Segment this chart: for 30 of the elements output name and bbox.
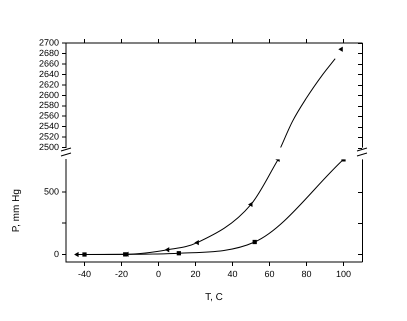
x-tick-label: -20 — [114, 268, 128, 279]
y-tick-label: 0 — [54, 248, 59, 259]
point — [252, 240, 257, 244]
y-axis-title: P, mm Hg — [10, 189, 22, 232]
point — [248, 202, 252, 208]
x-tick-label: 40 — [227, 268, 238, 279]
y-tick-label: 500 — [44, 186, 59, 196]
x-tick-label: -40 — [78, 268, 92, 279]
x-tick-label: 0 — [156, 268, 162, 279]
y-tick-label: 2620 — [38, 79, 59, 90]
y-tick-label: 2640 — [38, 68, 59, 79]
y-tick-label: 2500 — [38, 142, 59, 152]
y-tick-label: 2680 — [38, 48, 59, 58]
point — [74, 252, 79, 258]
x-tick-label: 20 — [190, 268, 201, 279]
x-tick-label: 80 — [301, 268, 312, 279]
point — [164, 247, 170, 252]
y-tick-label: 2540 — [38, 121, 59, 132]
y-tick-label: 2560 — [38, 110, 59, 121]
y-tick-label: 2700 — [38, 37, 59, 48]
x-tick-label: 100 — [336, 268, 352, 279]
y-tick-label: 2660 — [38, 58, 59, 68]
y-tick-label: 2580 — [38, 100, 59, 110]
y-tick-label: 2600 — [38, 90, 59, 100]
x-tick-label: 60 — [264, 268, 275, 279]
line-series — [280, 58, 336, 148]
x-axis-title: T, C — [205, 292, 223, 303]
y-tick-label: 2520 — [38, 132, 59, 142]
point — [194, 240, 199, 246]
point — [176, 251, 181, 256]
